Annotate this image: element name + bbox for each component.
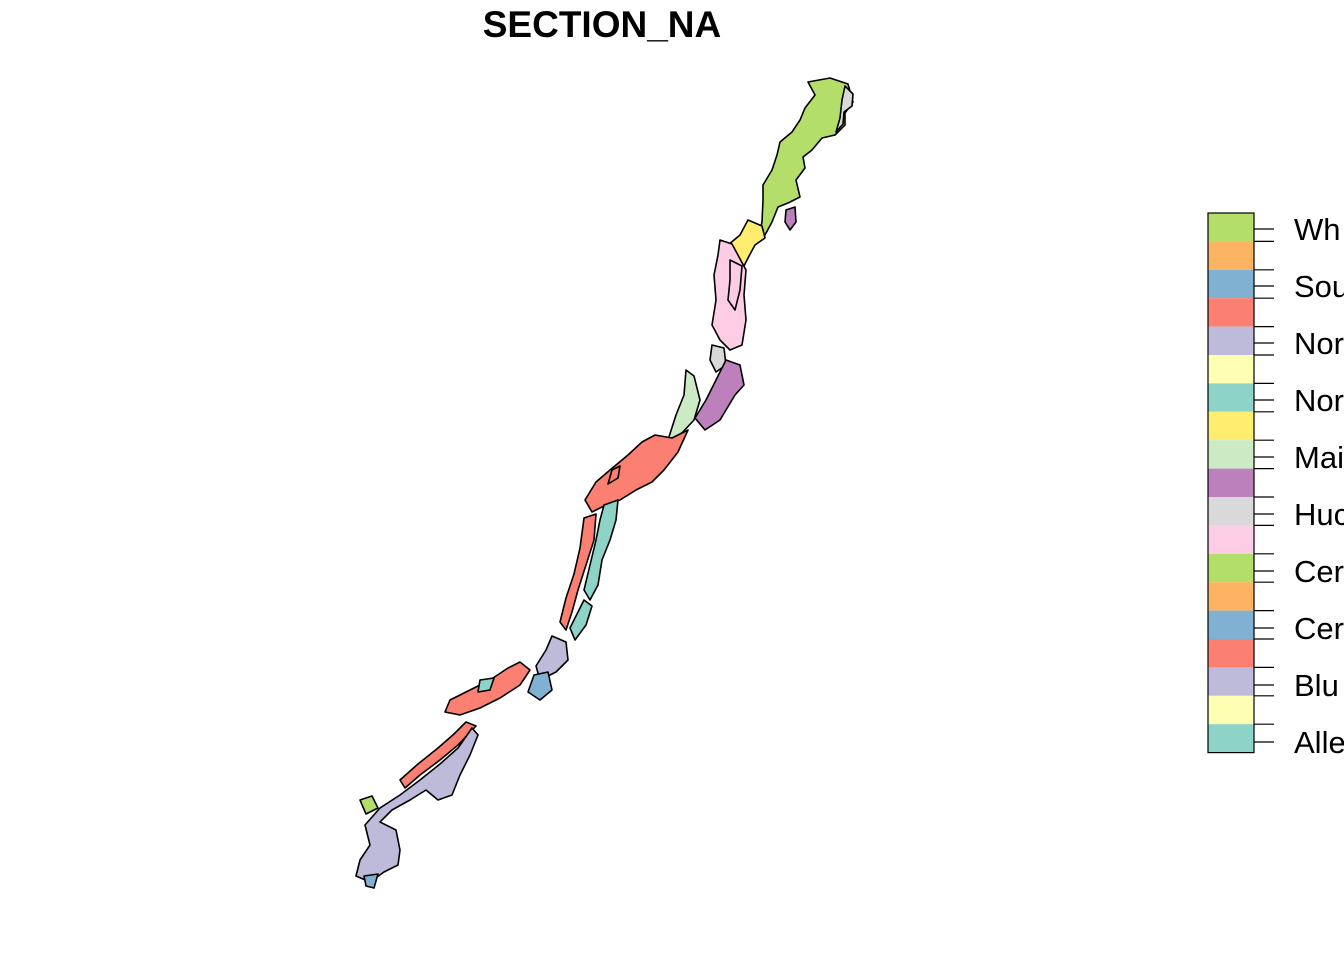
- legend-swatch: [1208, 553, 1254, 583]
- legend: Wh Sou Nor Nor Mai Huc Cer Cer Blu Alle: [1207, 212, 1344, 760]
- legend-swatch: [1208, 497, 1254, 526]
- legend-label: Sou: [1294, 269, 1344, 304]
- legend-label: Blu: [1294, 668, 1339, 703]
- map-region: [607, 465, 621, 485]
- legend-swatch: [1208, 440, 1254, 469]
- map-region: [694, 359, 745, 431]
- map-region: [727, 259, 743, 311]
- legend-label: Nor: [1294, 326, 1344, 361]
- map-region: [477, 677, 495, 693]
- legend-label: Cer: [1294, 554, 1344, 589]
- legend-swatch: [1208, 582, 1254, 611]
- legend-swatch: [1208, 213, 1254, 242]
- map-region: [363, 873, 379, 889]
- legend-label: Mai: [1294, 440, 1344, 475]
- map-region: [757, 77, 854, 241]
- legend-swatch: [1208, 639, 1254, 668]
- legend-label: Wh: [1294, 212, 1341, 247]
- map-region: [559, 513, 597, 631]
- legend-swatch: [1208, 468, 1254, 497]
- legend-swatch: [1208, 383, 1254, 412]
- legend-swatch: [1208, 667, 1254, 696]
- map-region: [359, 795, 379, 815]
- legend-swatch: [1208, 326, 1254, 355]
- legend-label: Nor: [1294, 383, 1344, 418]
- legend-swatch: [1208, 695, 1254, 725]
- map-region: [583, 499, 619, 601]
- map-region: [355, 727, 479, 883]
- map-region: [835, 85, 854, 133]
- map-regions: [355, 77, 854, 889]
- map-region: [667, 369, 701, 441]
- legend-swatch: [1208, 724, 1254, 753]
- legend-swatch: [1208, 525, 1254, 554]
- legend-swatch: [1208, 411, 1254, 441]
- map-title: SECTION_NA: [482, 4, 722, 45]
- map-region: [784, 206, 797, 231]
- legend-frame: [1207, 212, 1255, 754]
- legend-swatch: [1208, 269, 1254, 299]
- map-region: [569, 599, 593, 641]
- legend-swatch: [1208, 355, 1254, 384]
- map-region: [527, 671, 553, 701]
- legend-swatch: [1208, 298, 1254, 327]
- legend-label: Cer: [1294, 611, 1344, 646]
- legend-swatch: [1208, 241, 1254, 270]
- map-region: [584, 429, 689, 513]
- legend-label: Huc: [1294, 497, 1344, 532]
- legend-swatch: [1208, 610, 1254, 639]
- legend-label: Alle: [1294, 725, 1344, 760]
